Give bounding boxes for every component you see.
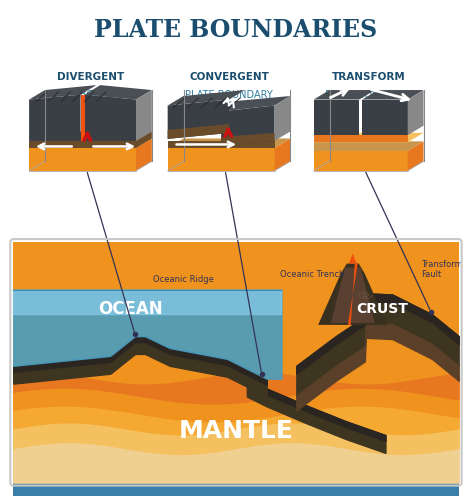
Text: CONVERGENT: CONVERGENT <box>189 72 269 82</box>
Polygon shape <box>168 141 274 148</box>
Polygon shape <box>29 85 96 100</box>
Polygon shape <box>408 90 424 135</box>
Polygon shape <box>318 264 387 325</box>
Text: PLATE BOUNDARY: PLATE BOUNDARY <box>325 90 412 100</box>
Polygon shape <box>168 138 291 148</box>
Polygon shape <box>84 85 152 100</box>
Polygon shape <box>168 148 274 171</box>
Polygon shape <box>362 90 424 100</box>
Text: PLATE BOUNDARIES: PLATE BOUNDARIES <box>94 18 377 42</box>
Text: TRANSFORM: TRANSFORM <box>332 72 405 82</box>
Polygon shape <box>168 124 229 139</box>
Polygon shape <box>29 141 136 148</box>
Polygon shape <box>362 100 408 135</box>
Polygon shape <box>408 142 424 171</box>
Text: Oceanic Trench: Oceanic Trench <box>280 270 344 279</box>
Polygon shape <box>29 94 81 141</box>
Polygon shape <box>221 106 274 145</box>
Polygon shape <box>136 90 152 141</box>
Polygon shape <box>314 133 424 142</box>
Polygon shape <box>221 96 291 112</box>
Text: Oceanic Ridge: Oceanic Ridge <box>153 275 214 284</box>
Text: DIVERGENT: DIVERGENT <box>57 72 124 82</box>
Polygon shape <box>221 133 274 145</box>
Polygon shape <box>314 135 408 142</box>
Polygon shape <box>331 268 374 323</box>
Polygon shape <box>314 100 359 135</box>
Polygon shape <box>84 94 136 141</box>
Polygon shape <box>13 482 459 496</box>
Polygon shape <box>349 254 357 264</box>
Polygon shape <box>168 90 245 106</box>
Polygon shape <box>136 138 152 171</box>
Text: CRUST: CRUST <box>356 302 409 316</box>
Text: MANTLE: MANTLE <box>179 419 293 443</box>
Polygon shape <box>348 264 358 325</box>
Polygon shape <box>314 142 424 151</box>
Polygon shape <box>81 94 84 141</box>
Text: OCEAN: OCEAN <box>98 300 163 318</box>
Polygon shape <box>314 151 408 171</box>
Polygon shape <box>29 132 152 141</box>
Polygon shape <box>314 142 408 151</box>
Polygon shape <box>274 96 291 141</box>
Text: PLATE BOUNDARY: PLATE BOUNDARY <box>46 90 134 100</box>
Polygon shape <box>13 242 459 482</box>
Polygon shape <box>29 138 152 148</box>
Polygon shape <box>314 90 375 100</box>
Text: Transform
Fault: Transform Fault <box>421 260 463 280</box>
Text: PLATE BOUNDARY: PLATE BOUNDARY <box>185 90 273 100</box>
Polygon shape <box>29 148 136 171</box>
Polygon shape <box>168 100 229 139</box>
Polygon shape <box>274 138 291 171</box>
Polygon shape <box>136 132 152 148</box>
